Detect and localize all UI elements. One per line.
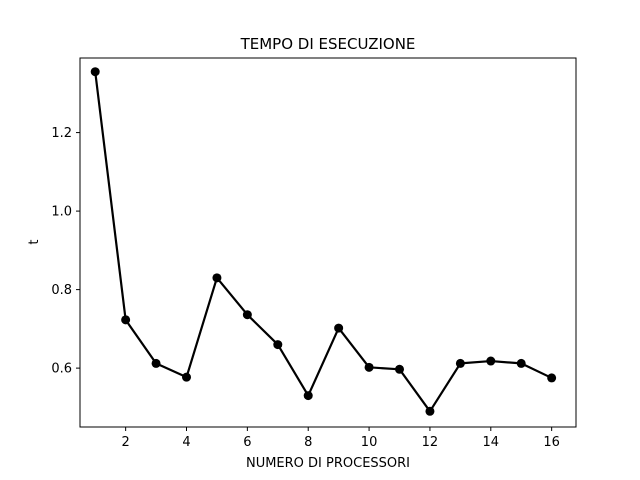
x-tick-label: 4 bbox=[182, 435, 190, 450]
data-point bbox=[212, 273, 222, 283]
data-point bbox=[516, 358, 526, 368]
data-point bbox=[334, 323, 344, 333]
data-point bbox=[486, 356, 496, 366]
x-tick-label: 14 bbox=[483, 435, 500, 450]
y-tick-label: 1.2 bbox=[51, 126, 72, 141]
x-tick-label: 12 bbox=[422, 435, 439, 450]
x-tick-label: 2 bbox=[122, 435, 130, 450]
y-tick-label: 1.0 bbox=[51, 205, 72, 220]
x-tick-label: 8 bbox=[304, 435, 312, 450]
y-axis-label: t bbox=[27, 239, 42, 244]
series-line bbox=[94, 71, 553, 413]
data-point bbox=[455, 358, 465, 368]
x-tick-label: 10 bbox=[361, 435, 378, 450]
data-point bbox=[151, 358, 161, 368]
data-point bbox=[273, 340, 283, 350]
plot-frame bbox=[79, 57, 577, 428]
data-point bbox=[547, 373, 557, 383]
y-tick-label: 0.6 bbox=[51, 362, 72, 377]
y-tick-label: 0.8 bbox=[51, 283, 72, 298]
data-point bbox=[182, 372, 192, 382]
data-point bbox=[395, 364, 405, 374]
data-point bbox=[425, 406, 435, 416]
data-point bbox=[121, 315, 131, 325]
x-axis-label: NUMERO DI PROCESSORI bbox=[246, 456, 410, 471]
chart-title: TEMPO DI ESECUZIONE bbox=[240, 35, 416, 53]
data-point bbox=[303, 391, 313, 401]
x-tick-label: 6 bbox=[243, 435, 251, 450]
series-layer bbox=[90, 67, 557, 416]
x-tick-label: 16 bbox=[543, 435, 560, 450]
data-point bbox=[364, 362, 374, 372]
axis-ticks: 2 4 6 8 10 12 14 16 0.6 0.8 1.0 1.2 bbox=[51, 126, 560, 450]
data-point bbox=[90, 67, 100, 77]
data-point bbox=[242, 310, 252, 320]
